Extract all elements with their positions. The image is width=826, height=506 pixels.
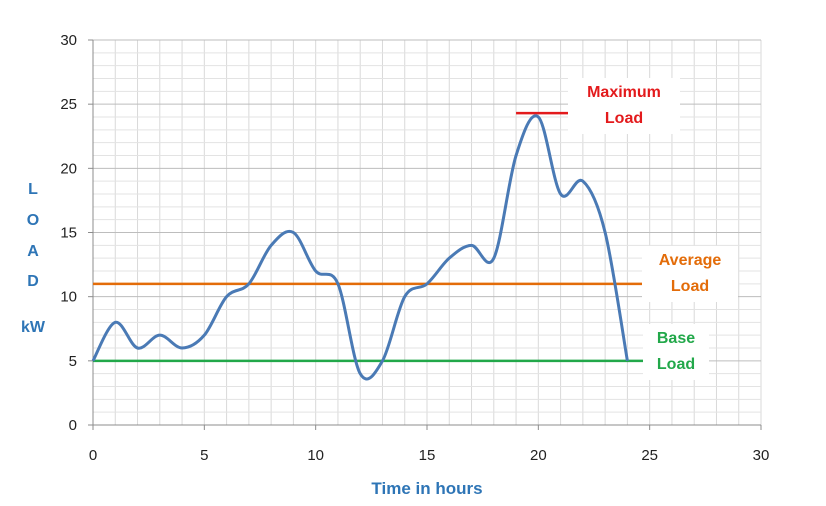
- annotation-box: [642, 246, 738, 302]
- y-tick-label: 15: [60, 225, 77, 242]
- annotation-text: Average: [659, 252, 722, 269]
- annotations: Maximum Load Average Load Base Load: [568, 78, 738, 380]
- y-tick-label: 10: [60, 289, 77, 306]
- annotation-text: Maximum: [587, 84, 661, 101]
- y-tick-label: 5: [69, 353, 77, 370]
- x-tick-labels: 0 5 10 15 20 25 30: [89, 447, 770, 464]
- y-axis-unit: kW: [21, 319, 46, 336]
- x-tick-label: 15: [419, 447, 436, 464]
- x-tick-label: 0: [89, 447, 97, 464]
- y-tick-label: 30: [60, 32, 77, 49]
- annotation-box: [568, 78, 680, 134]
- reference-lines: [93, 111, 650, 363]
- y-axis-label-letter: O: [27, 212, 39, 229]
- x-tick-label: 20: [530, 447, 547, 464]
- y-axis-label-letter: L: [28, 181, 38, 198]
- annotation-box: [643, 324, 709, 380]
- x-axis-label: Time in hours: [371, 479, 482, 498]
- annotation-text: Load: [671, 278, 709, 295]
- y-axis-label-letter: D: [27, 273, 39, 290]
- annotation-text: Load: [657, 356, 695, 373]
- y-axis-label-letter: A: [27, 243, 39, 260]
- series: [91, 114, 629, 381]
- y-tick-label: 0: [69, 417, 77, 434]
- base-load-label: Base Load: [643, 324, 709, 380]
- x-tick-label: 30: [753, 447, 770, 464]
- average-load-label: Average Load: [642, 246, 738, 302]
- maximum-load-label: Maximum Load: [568, 78, 680, 134]
- annotation-text: Base: [657, 330, 695, 347]
- annotation-text: Load: [605, 110, 643, 127]
- x-tick-label: 25: [641, 447, 658, 464]
- y-tick-label: 20: [60, 160, 77, 177]
- y-axis-label: L O A D kW: [21, 181, 46, 336]
- x-tick-label: 5: [200, 447, 208, 464]
- load-series-line: [91, 114, 629, 381]
- y-tick-label: 25: [60, 96, 77, 113]
- y-tick-labels: 0 5 10 15 20 25 30: [60, 32, 77, 434]
- x-tick-label: 10: [307, 447, 324, 464]
